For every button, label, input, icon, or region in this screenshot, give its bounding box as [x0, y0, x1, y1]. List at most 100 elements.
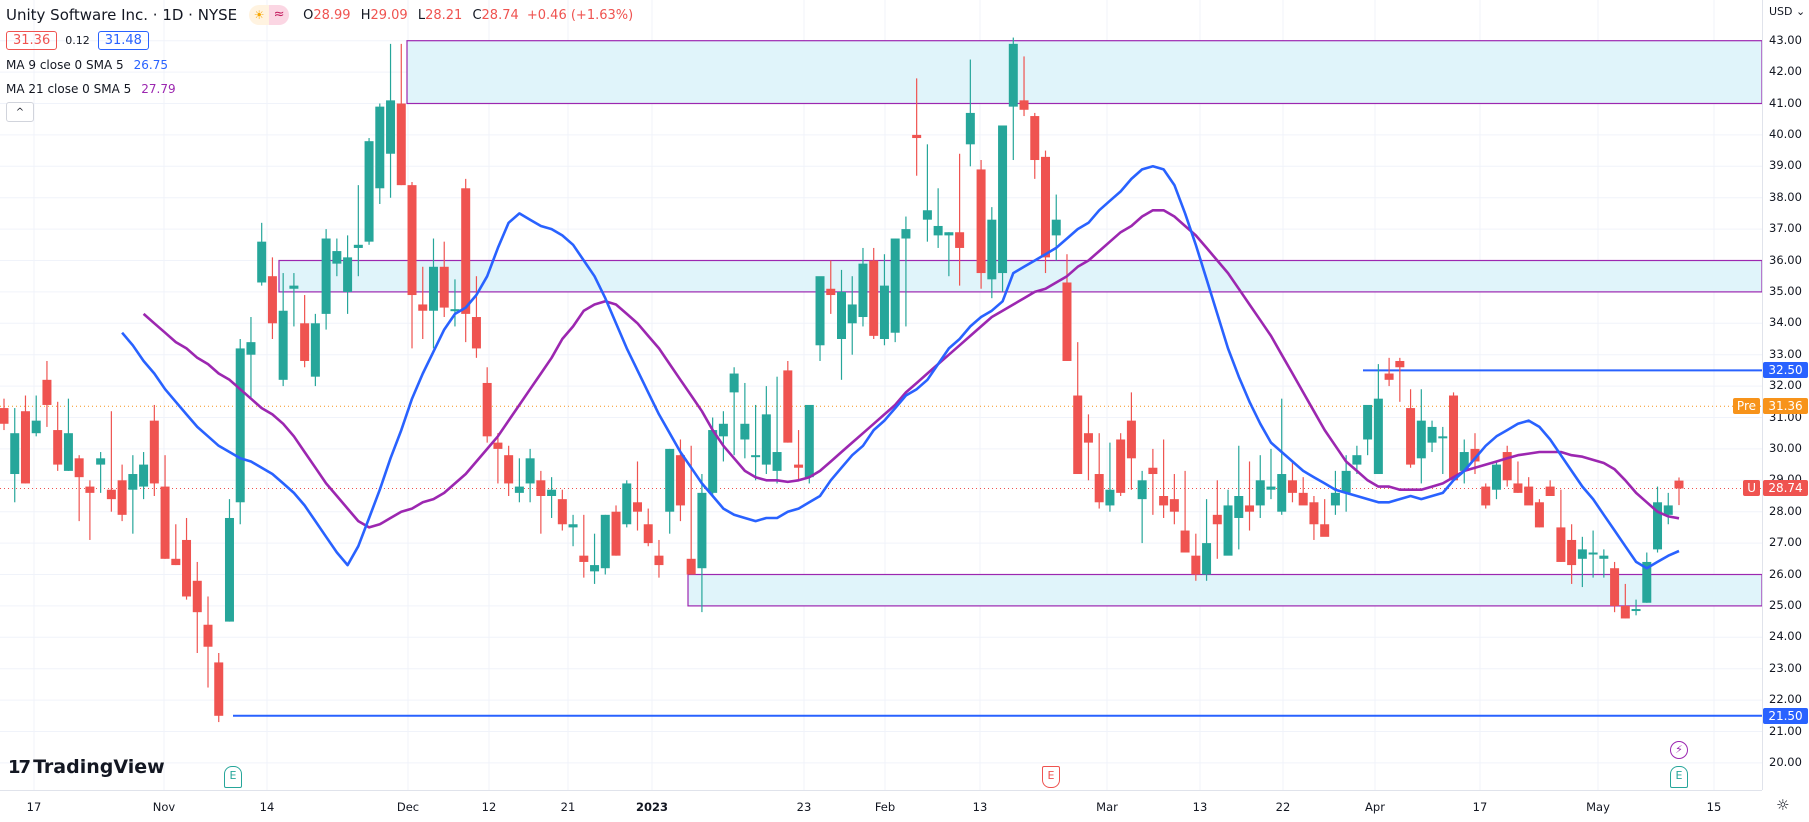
tradingview-logo[interactable]: 𝟭𝟳 TradingView	[8, 756, 165, 778]
candle-body	[1373, 398, 1383, 475]
candle-body	[987, 219, 997, 280]
earnings-icon[interactable]: E	[1042, 766, 1060, 788]
price-tick: 33.00	[1769, 346, 1802, 361]
candle-body	[1255, 480, 1265, 506]
time-label: Nov	[152, 800, 176, 814]
chart-settings-icon[interactable]: ☼	[1776, 796, 1790, 814]
candle-body	[1545, 486, 1555, 496]
candle-body	[278, 310, 288, 380]
candle-body	[912, 134, 922, 139]
collapse-legend-button[interactable]: ^	[6, 102, 34, 122]
price-axis[interactable]	[1762, 0, 1809, 790]
candle-body	[428, 266, 438, 311]
symbol-title[interactable]: Unity Software Inc. · 1D · NYSE	[6, 6, 238, 24]
candle-body	[482, 382, 492, 437]
price-tick: 41.00	[1769, 95, 1802, 110]
candle-body	[1234, 496, 1244, 518]
last-price-label: 28.74	[1763, 480, 1808, 497]
chart-plot-area[interactable]	[0, 0, 1762, 790]
candle-body	[568, 524, 578, 528]
candle-body	[85, 486, 95, 493]
candle-body	[1513, 483, 1523, 493]
candle-body	[955, 232, 965, 248]
bid-button[interactable]: 31.36	[6, 31, 58, 50]
candle-body	[837, 291, 846, 339]
level-label-21-50: 21.50	[1763, 707, 1808, 724]
ma9-legend[interactable]: MA 9 close 0 SMA 5 26.75	[6, 58, 168, 72]
candle-body	[224, 517, 234, 622]
price-tick: 24.00	[1769, 629, 1802, 644]
ma9-line	[121, 165, 1680, 570]
candle-body	[1610, 568, 1620, 606]
candle-body	[96, 458, 106, 465]
candle-body	[1459, 452, 1469, 471]
candle-body	[557, 499, 567, 525]
time-label: 15	[1706, 800, 1722, 814]
candle-body	[547, 489, 557, 496]
chevron-up-icon: ^	[15, 106, 25, 118]
price-tick: 39.00	[1769, 158, 1802, 173]
candle-body	[1481, 486, 1491, 506]
time-label: Mar	[1096, 800, 1118, 814]
last-price-tag: U	[1743, 480, 1760, 497]
price-tick: 34.00	[1769, 315, 1802, 330]
ma21-value: 27.79	[141, 82, 176, 96]
candle-body	[1674, 480, 1684, 489]
lightning-icon[interactable]: ⚡	[1670, 741, 1688, 759]
candle-body	[761, 414, 771, 465]
candle-body	[1363, 404, 1373, 440]
candle-body	[783, 370, 793, 443]
candle-body	[332, 251, 342, 264]
session-badges[interactable]: ☀ ≈	[249, 5, 290, 25]
candle-body	[139, 464, 149, 487]
candle-body	[1030, 116, 1040, 161]
candle-body	[289, 285, 299, 289]
candle-body	[1491, 464, 1501, 490]
candle-body	[1277, 474, 1287, 512]
candle-body	[1169, 499, 1179, 512]
candle-body	[1159, 496, 1169, 506]
candle-body	[386, 100, 396, 154]
price-tick: 26.00	[1769, 566, 1802, 581]
candle-body	[235, 348, 245, 503]
candle-body	[1449, 395, 1459, 481]
candle-body	[1642, 561, 1652, 603]
candle-body	[1416, 420, 1426, 459]
premarket-tag: Pre	[1732, 398, 1760, 415]
candle-body	[1341, 470, 1351, 493]
candle-body	[536, 480, 546, 496]
price-tick: 30.00	[1769, 440, 1802, 455]
candle-body	[622, 483, 632, 525]
candle-body	[1266, 486, 1276, 490]
candle-body	[869, 260, 879, 336]
candle-body	[439, 266, 449, 308]
time-axis[interactable]	[0, 790, 1762, 822]
earnings-icon[interactable]: E	[1670, 766, 1688, 788]
candle-body	[1287, 480, 1297, 493]
time-label: 21	[560, 800, 576, 814]
time-label: Apr	[1365, 800, 1385, 814]
candle-body	[654, 555, 664, 566]
price-tick: 35.00	[1769, 283, 1802, 298]
time-label: May	[1586, 800, 1610, 814]
candle-body	[31, 420, 41, 434]
candle-body	[643, 524, 653, 544]
candle-body	[1406, 408, 1416, 465]
change-value: +0.46 (+1.63%)	[526, 7, 634, 23]
candle-body	[1427, 426, 1437, 443]
ma21-legend[interactable]: MA 21 close 0 SMA 5 27.79	[6, 82, 176, 96]
ask-button[interactable]: 31.48	[97, 31, 149, 50]
currency-selector[interactable]: USD ⌄	[1769, 5, 1806, 18]
earnings-icon[interactable]: E	[224, 766, 242, 788]
candle-body	[182, 539, 192, 597]
price-tick: 36.00	[1769, 252, 1802, 267]
spread-value: 0.12	[65, 34, 90, 47]
candle-body	[998, 125, 1008, 274]
candle-body	[879, 285, 889, 339]
candle-body	[1524, 486, 1534, 506]
candle-body	[1631, 609, 1641, 612]
candle-body	[1534, 502, 1544, 528]
candle-body	[1137, 480, 1147, 500]
candle-body	[42, 379, 52, 405]
price-tick: 43.00	[1769, 32, 1802, 47]
